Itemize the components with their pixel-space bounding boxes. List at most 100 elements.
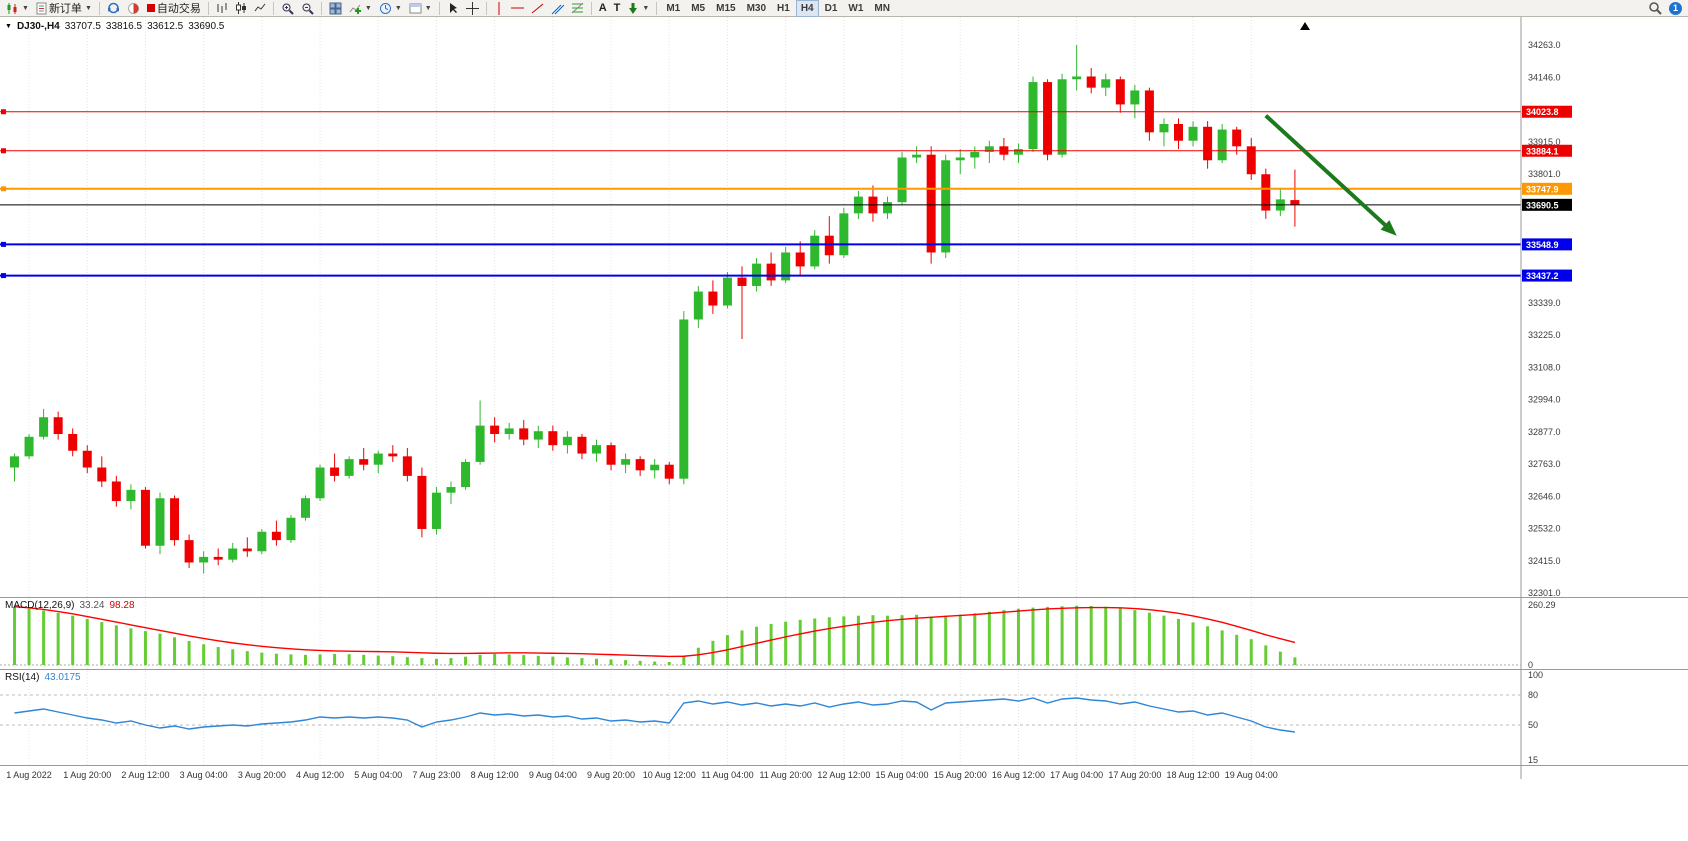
price-axis-badge [1522, 144, 1572, 157]
price-chart[interactable]: 34263.0 34146.0 33915.0 33801.0 33339.0 33225… [0, 17, 1688, 841]
candle-body [795, 252, 805, 267]
new-chart-icon [7, 2, 17, 14]
auto-trading-button[interactable]: 自动交易 [144, 0, 204, 17]
text-tool-button[interactable]: A [598, 2, 607, 14]
timeframe-button-h4[interactable]: H4 [795, 0, 819, 17]
timeframe-button-m15[interactable]: M15 [716, 2, 736, 14]
candle-body [737, 277, 747, 286]
candle-body [621, 459, 631, 465]
periods-button[interactable]: ▼ [376, 0, 405, 17]
templates-button[interactable]: ▼ [406, 0, 435, 17]
toolbar-separator [590, 1, 592, 15]
cursor-tool-button[interactable] [444, 0, 462, 17]
candle-body [679, 319, 689, 479]
vertical-line-tool-button[interactable] [491, 0, 507, 17]
timeframe-button-m30[interactable]: M30 [746, 2, 767, 14]
indicators-button[interactable]: ▼ [346, 0, 375, 17]
candlestick-mode-button[interactable] [232, 0, 250, 17]
candle-body [475, 425, 485, 462]
candle-body [562, 436, 572, 446]
zoom-out-button[interactable] [298, 0, 317, 17]
ohlc-close: 33690.5 [188, 21, 225, 32]
candle-body [1115, 79, 1125, 105]
new-order-button[interactable]: 新订单 ▼ [33, 0, 95, 17]
time-axis-label: 17 Aug 20:00 [1108, 770, 1161, 780]
horizontal-line-icon [510, 7, 524, 9]
channel-tool-button[interactable] [548, 0, 567, 17]
time-axis-label: 3 Aug 20:00 [238, 770, 286, 780]
crosshair-icon [465, 1, 479, 15]
arrows-tool-button[interactable]: ▼ [624, 0, 652, 17]
trendline-tool-button[interactable] [528, 0, 547, 17]
rsi-name: RSI(14) [5, 672, 40, 683]
bar-chart-icon [217, 3, 227, 13]
time-axis-label: 17 Aug 04:00 [1050, 770, 1103, 780]
toolbar-separator [207, 1, 209, 15]
caret-down-icon: ▼ [424, 4, 432, 12]
timeframe-button-m5[interactable]: M5 [691, 2, 706, 14]
toolbar-separator [485, 1, 487, 15]
tile-windows-icon [329, 2, 342, 14]
time-axis-label: 1 Aug 2022 [6, 770, 52, 780]
candle-body [577, 436, 587, 454]
line-handle[interactable] [1, 241, 6, 247]
candle-body [1101, 79, 1111, 88]
timeframe-button-w1[interactable]: W1 [848, 2, 864, 14]
time-axis-label: 12 Aug 12:00 [817, 770, 870, 780]
vertical-line-icon [498, 1, 500, 15]
candle-body [111, 481, 121, 502]
notifications-button[interactable]: 1 [1666, 0, 1685, 17]
line-handle[interactable] [1, 186, 6, 192]
crosshair-tool-button[interactable] [463, 0, 482, 17]
rsi-axis-label: 100 [1528, 670, 1543, 680]
timeframe-button-m1[interactable]: M1 [666, 2, 681, 14]
timeframe-toolbar: M1 M5 M15 M30 H1 H4 D1 W1 MN [661, 0, 895, 17]
price-axis-badge-text: 33548.9 [1526, 240, 1559, 250]
bar-chart-mode-button[interactable] [213, 0, 231, 17]
macd-signal-value: 98.28 [109, 600, 135, 611]
timeframe-button-mn[interactable]: MN [874, 2, 890, 14]
candle-body [24, 436, 34, 457]
zoom-in-button[interactable] [278, 0, 297, 17]
line-chart-mode-button[interactable] [251, 0, 269, 17]
line-handle[interactable] [1, 109, 6, 115]
timeframe-button-d1[interactable]: D1 [824, 2, 838, 14]
time-axis-label: 7 Aug 23:00 [412, 770, 460, 780]
trend-arrow[interactable] [1264, 114, 1390, 230]
caret-down-icon: ▼ [394, 4, 402, 12]
line-chart-icon [254, 3, 266, 12]
time-axis-label: 1 Aug 20:00 [63, 770, 111, 780]
candle-body [271, 531, 281, 541]
new-chart-button[interactable]: ▼ [3, 0, 32, 17]
candle-body [359, 459, 369, 465]
fibonacci-tool-button[interactable] [568, 0, 587, 17]
search-icon [1649, 2, 1662, 15]
expert-advisors-button[interactable] [104, 0, 123, 17]
tile-windows-button[interactable] [326, 0, 345, 17]
market-button[interactable] [124, 0, 143, 17]
timeframe-button-h1[interactable]: H1 [777, 2, 790, 14]
horizontal-line-tool-button[interactable] [508, 0, 527, 17]
candle-body [548, 431, 558, 446]
candle-body [53, 417, 63, 434]
caret-down-icon: ▼ [364, 4, 372, 12]
toolbar: ▼ 新订单 ▼ 自动交易 [0, 0, 1688, 17]
candle-body [170, 498, 180, 541]
search-button[interactable] [1645, 0, 1665, 17]
price-axis-badge-text: 34023.8 [1526, 107, 1559, 117]
macd-axis-label: 260.29 [1528, 600, 1556, 610]
price-axis-badge-text: 33437.2 [1526, 271, 1559, 281]
price-axis-label: 32877.0 [1528, 427, 1561, 437]
line-handle[interactable] [1, 273, 6, 279]
text-label-tool-button[interactable]: T [613, 2, 621, 14]
price-axis-label: 34146.0 [1528, 73, 1561, 83]
symbol-name: DJ30-,H4 [16, 21, 60, 32]
trend-arrow-head[interactable] [1380, 220, 1402, 240]
candle-body [1261, 174, 1271, 211]
price-axis-label: 32301.0 [1528, 588, 1561, 598]
chart-menu-icon[interactable]: ▼ [5, 23, 12, 30]
ohlc-low: 33612.5 [147, 21, 184, 32]
scroll-marker-icon[interactable] [1300, 22, 1310, 30]
line-handle[interactable] [1, 148, 6, 154]
